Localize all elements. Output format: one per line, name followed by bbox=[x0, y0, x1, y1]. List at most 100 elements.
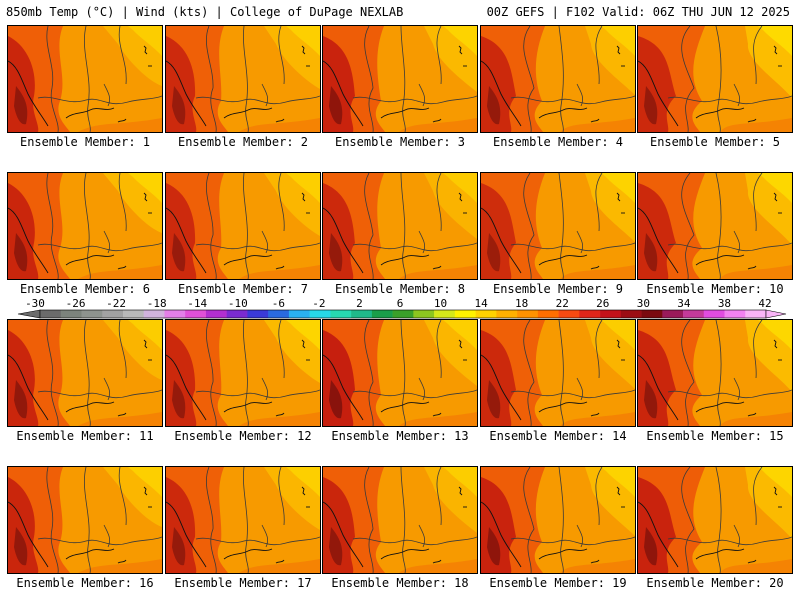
temperature-field-map bbox=[323, 173, 477, 279]
temperature-field-map bbox=[638, 173, 792, 279]
colorbar-swatch bbox=[351, 310, 373, 318]
colorbar-swatch bbox=[205, 310, 227, 318]
colorbar-tick-label: 14 bbox=[474, 297, 488, 310]
ensemble-member-map-7 bbox=[165, 172, 321, 280]
colorbar-tick-label: 38 bbox=[718, 297, 731, 310]
temperature-field-map bbox=[166, 173, 320, 279]
run-valid-time: 00Z GEFS | F102 Valid: 06Z THU JUN 12 20… bbox=[486, 5, 790, 19]
colorbar-swatch bbox=[724, 310, 746, 318]
ensemble-member-label: Ensemble Member: 13 bbox=[331, 429, 469, 443]
map-title: 850mb Temp (°C) | Wind (kts) | College o… bbox=[6, 5, 404, 19]
colorbar-swatch bbox=[81, 310, 103, 318]
ensemble-member-map-18 bbox=[322, 466, 478, 574]
colorbar-swatch bbox=[558, 310, 580, 318]
temperature-field-map bbox=[8, 467, 162, 573]
ensemble-member-label: Ensemble Member: 20 bbox=[646, 576, 784, 590]
temperature-field-map bbox=[638, 320, 792, 426]
colorbar-tick-label: -26 bbox=[66, 297, 86, 310]
temperature-field-map bbox=[323, 467, 477, 573]
colorbar-swatch bbox=[164, 310, 186, 318]
temperature-field-map bbox=[8, 320, 162, 426]
colorbar-tick-label: 26 bbox=[596, 297, 609, 310]
colorbar-tick-label: 6 bbox=[397, 297, 404, 310]
colorbar-swatch bbox=[309, 310, 331, 318]
colorbar-swatch bbox=[620, 310, 642, 318]
colorbar-tick-label: -30 bbox=[25, 297, 45, 310]
ensemble-member-map-16 bbox=[7, 466, 163, 574]
colorbar-tick-label: 2 bbox=[356, 297, 363, 310]
temperature-field-map bbox=[8, 26, 162, 132]
ensemble-member-label: Ensemble Member: 11 bbox=[16, 429, 154, 443]
colorbar-swatch bbox=[143, 310, 165, 318]
ensemble-member-label: Ensemble Member: 8 bbox=[334, 282, 466, 296]
ensemble-member-map-3 bbox=[322, 25, 478, 133]
colorbar-swatch bbox=[517, 310, 539, 318]
ensemble-member-label: Ensemble Member: 7 bbox=[177, 282, 309, 296]
ensemble-member-map-20 bbox=[637, 466, 793, 574]
ensemble-member-label: Ensemble Member: 16 bbox=[16, 576, 154, 590]
colorbar-swatch bbox=[122, 310, 145, 318]
colorbar-swatch bbox=[454, 310, 476, 318]
ensemble-member-map-12 bbox=[165, 319, 321, 427]
colorbar-swatch bbox=[268, 310, 290, 318]
colorbar-swatch bbox=[496, 310, 518, 318]
ensemble-member-label: Ensemble Member: 2 bbox=[177, 135, 309, 149]
ensemble-member-label: Ensemble Member: 1 bbox=[19, 135, 151, 149]
ensemble-member-map-14 bbox=[480, 319, 636, 427]
colorbar-swatch bbox=[371, 310, 393, 318]
colorbar-swatch bbox=[40, 310, 62, 318]
colorbar-tick-label: -22 bbox=[106, 297, 126, 310]
colorbar-swatch bbox=[185, 310, 207, 318]
ensemble-member-label: Ensemble Member: 9 bbox=[492, 282, 624, 296]
ensemble-member-label: Ensemble Member: 10 bbox=[646, 282, 784, 296]
temperature-field-map bbox=[166, 26, 320, 132]
colorbar-swatch bbox=[662, 310, 684, 318]
temperature-field-map bbox=[481, 320, 635, 426]
colorbar-tick-label: -2 bbox=[312, 297, 325, 310]
ensemble-member-map-5 bbox=[637, 25, 793, 133]
temperature-colorbar: -30 -26 -22 -18 -14 -10 -6 -2 2 6 10 14 18 22 26 30 34 38… bbox=[17, 297, 787, 319]
temperature-field-map bbox=[166, 467, 320, 573]
colorbar-swatch bbox=[288, 310, 310, 318]
colorbar-tick-label: 10 bbox=[434, 297, 447, 310]
colorbar-swatch bbox=[600, 310, 622, 318]
ensemble-member-map-4 bbox=[480, 25, 636, 133]
colorbar-tick-label: 30 bbox=[637, 297, 650, 310]
colorbar-swatch bbox=[102, 310, 124, 318]
temperature-field-map bbox=[323, 320, 477, 426]
ensemble-member-label: Ensemble Member: 14 bbox=[489, 429, 627, 443]
colorbar-swatch bbox=[392, 310, 414, 318]
colorbar-swatch bbox=[226, 310, 248, 318]
ensemble-member-map-2 bbox=[165, 25, 321, 133]
ensemble-member-label: Ensemble Member: 18 bbox=[331, 576, 469, 590]
ensemble-member-label: Ensemble Member: 17 bbox=[174, 576, 312, 590]
colorbar-tick-label: -6 bbox=[272, 297, 285, 310]
temperature-field-map bbox=[166, 320, 320, 426]
colorbar-swatch bbox=[745, 310, 767, 318]
ensemble-member-map-13 bbox=[322, 319, 478, 427]
temperature-field-map bbox=[638, 467, 792, 573]
colorbar-tick-label: -10 bbox=[228, 297, 248, 310]
colorbar-tick-label: 34 bbox=[677, 297, 691, 310]
colorbar-swatch bbox=[330, 310, 352, 318]
colorbar-swatch bbox=[579, 310, 601, 318]
ensemble-member-map-10 bbox=[637, 172, 793, 280]
colorbar-tick-label: -14 bbox=[187, 297, 207, 310]
ensemble-member-label: Ensemble Member: 12 bbox=[174, 429, 312, 443]
colorbar-swatch bbox=[641, 310, 663, 318]
colorbar-tick-label: 18 bbox=[515, 297, 528, 310]
ensemble-member-map-17 bbox=[165, 466, 321, 574]
ensemble-member-label: Ensemble Member: 3 bbox=[334, 135, 466, 149]
ensemble-member-label: Ensemble Member: 4 bbox=[492, 135, 624, 149]
ensemble-member-map-9 bbox=[480, 172, 636, 280]
colorbar-swatch bbox=[413, 310, 435, 318]
ensemble-member-label: Ensemble Member: 5 bbox=[649, 135, 781, 149]
temperature-field-map bbox=[8, 173, 162, 279]
colorbar-swatch bbox=[475, 310, 497, 318]
colorbar-swatch bbox=[434, 310, 456, 318]
ensemble-member-map-11 bbox=[7, 319, 163, 427]
ensemble-member-map-6 bbox=[7, 172, 163, 280]
colorbar-swatch bbox=[683, 310, 705, 318]
ensemble-member-label: Ensemble Member: 19 bbox=[489, 576, 627, 590]
temperature-field-map bbox=[481, 173, 635, 279]
